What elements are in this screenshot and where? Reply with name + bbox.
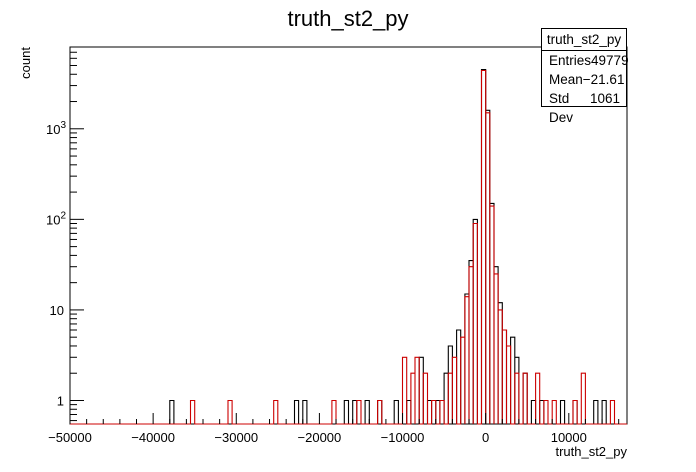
y-tick-label: 103	[46, 120, 66, 137]
x-tick-label: −10000	[381, 430, 425, 445]
stats-row-stddev: Std Dev 1061	[542, 89, 626, 125]
axes-layer: −50000 −40000 −30000 −20000 −10000 0 10000 1 10 1…	[46, 46, 620, 445]
stats-title: truth_st2_py	[542, 29, 626, 51]
series-layer	[70, 69, 627, 425]
stats-label: Entries	[549, 53, 592, 68]
stats-label: Mean	[549, 72, 583, 87]
y-tick-label: 102	[46, 210, 66, 227]
stats-value: 49779	[591, 53, 629, 68]
histogram-series-1	[70, 69, 627, 425]
x-tick-label: 0	[482, 430, 489, 445]
y-tick-label: 10	[50, 303, 64, 318]
stats-value: 1061	[589, 91, 620, 106]
stats-value: −21.61	[582, 72, 625, 87]
x-axis-label: truth_st2_py	[555, 444, 627, 459]
stats-label: Std Dev	[549, 91, 574, 125]
x-tick-label: 10000	[551, 430, 587, 445]
stats-row-entries: Entries 49779	[542, 51, 629, 70]
x-tick-label: −30000	[214, 430, 258, 445]
x-tick-label: −20000	[298, 430, 342, 445]
x-tick-label: −40000	[131, 430, 175, 445]
y-axis-label: count	[18, 47, 33, 79]
chart-title: truth_st2_py	[287, 6, 408, 31]
stats-row-mean: Mean −21.61	[542, 70, 626, 89]
y-tick-label: 1	[57, 393, 64, 408]
stats-box: truth_st2_py Entries 49779 Mean −21.61 S…	[541, 28, 629, 125]
x-tick-label: −50000	[48, 430, 92, 445]
histogram-series-0	[70, 69, 627, 425]
